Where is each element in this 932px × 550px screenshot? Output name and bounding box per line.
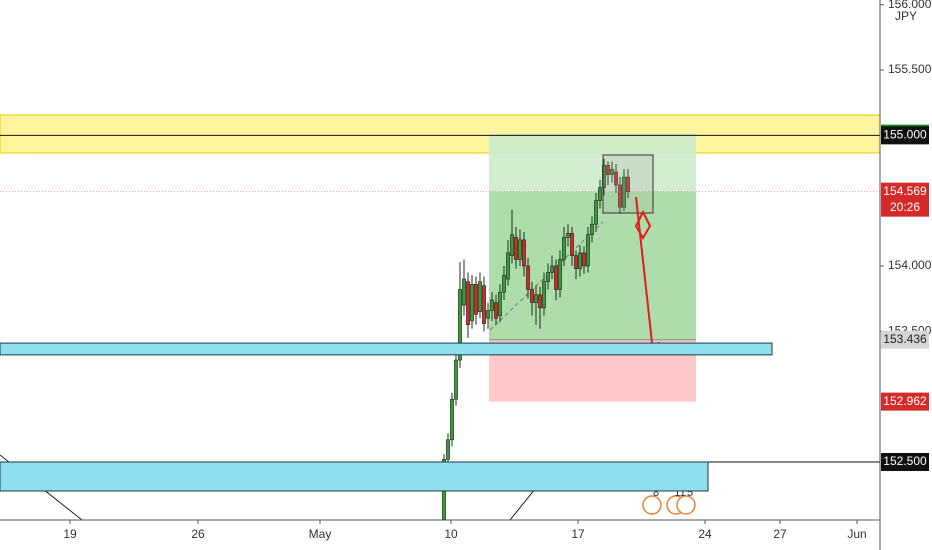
y-tick-label: 154.000 [888, 258, 932, 272]
candle-body [454, 359, 458, 400]
candle-body [518, 239, 522, 260]
candle-body [602, 165, 606, 188]
candle-body [614, 171, 618, 186]
candle-body [486, 310, 490, 319]
price-tag [881, 452, 929, 471]
event-marker [676, 495, 696, 515]
candle-body [550, 265, 554, 273]
candle-body [582, 252, 586, 267]
price-tag [881, 330, 929, 349]
candle-body [566, 233, 570, 238]
x-tick-label: 10 [444, 527, 458, 541]
candle-body [482, 285, 486, 324]
price-tag-label: 152.500 [883, 454, 927, 468]
candle-body [446, 439, 450, 460]
price-tag-label: 154.569 [883, 184, 927, 198]
candle-body [458, 289, 462, 361]
candle-body [598, 187, 602, 201]
diamond [634, 209, 652, 240]
y-tick-label: 156.000 [888, 0, 932, 11]
candle-body [494, 302, 498, 319]
candle-body [606, 165, 610, 175]
candle-body [490, 299, 494, 311]
candle-body [450, 398, 454, 441]
price-tag-label: 155.000 [883, 128, 927, 142]
candle-body [478, 281, 482, 313]
candle-body [470, 284, 474, 322]
candle-body [502, 274, 506, 293]
candle-body [498, 291, 502, 316]
candle-body [554, 265, 558, 290]
price-tag-label: 153.436 [883, 332, 927, 346]
x-tick-label: May [309, 527, 332, 541]
price-tag-label: 152.962 [883, 394, 927, 408]
candle-body [610, 169, 614, 175]
candle-body [590, 223, 594, 235]
x-tick-label: 26 [191, 527, 205, 541]
price-tag [881, 182, 929, 217]
candle-body [526, 265, 530, 290]
price-tag [881, 392, 929, 411]
x-tick-label: 19 [63, 527, 77, 541]
candle-body [522, 239, 526, 267]
x-tick-label: 27 [773, 527, 787, 541]
candle-body [546, 272, 550, 282]
candle-body [570, 233, 574, 256]
zone [0, 114, 880, 154]
event-label: 5 [687, 487, 693, 499]
candle-body [514, 236, 518, 260]
event-label: 8 [653, 487, 659, 499]
zone [0, 342, 773, 356]
candle-body [466, 281, 470, 326]
candle-body [506, 252, 510, 280]
price-tag [881, 126, 929, 145]
y-tick-label: 155.500 [888, 62, 932, 76]
candle-body [574, 255, 578, 269]
x-tick-label: 17 [571, 527, 585, 541]
x-tick-label: Jun [847, 527, 866, 541]
candle-body [578, 252, 582, 269]
currency-label: JPY [895, 9, 917, 23]
countdown: 20:26 [890, 200, 920, 214]
candle-body [542, 281, 546, 309]
candle-body [562, 236, 566, 260]
event-marker [642, 495, 662, 515]
candle-body [558, 259, 562, 290]
x-tick-label: 24 [698, 527, 712, 541]
candle-body [510, 234, 514, 256]
selection-box [602, 154, 654, 214]
candle-body [530, 289, 534, 303]
event-label: 11 [674, 487, 685, 499]
candle-body [538, 294, 542, 309]
candle-body [594, 200, 598, 225]
zone [0, 461, 709, 492]
candle-body [622, 176, 626, 208]
candle-body [462, 278, 466, 306]
candle-body [618, 184, 622, 208]
candle-body [626, 176, 630, 192]
position-open-profit [489, 133, 696, 192]
candle-body [534, 294, 538, 303]
candle-body [474, 284, 478, 315]
candle-body [586, 234, 590, 267]
